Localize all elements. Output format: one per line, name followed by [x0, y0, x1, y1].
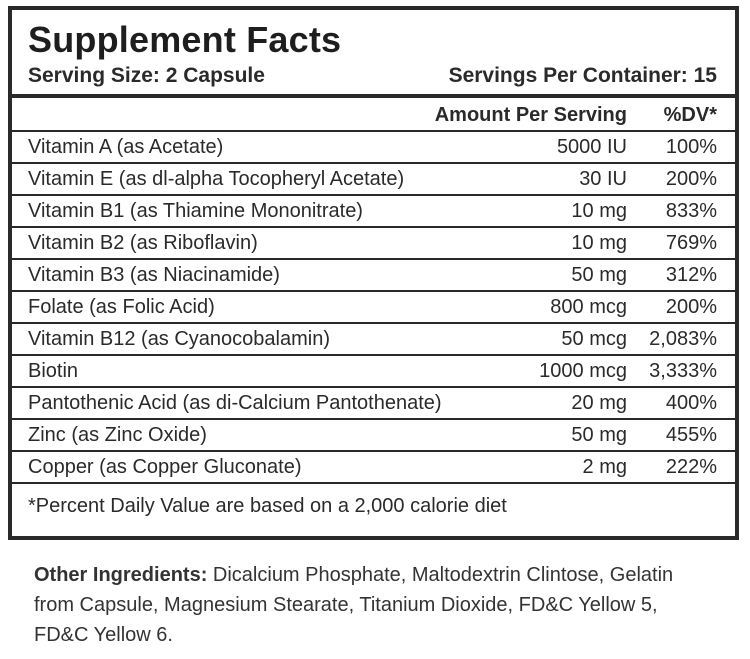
nutrient-row: Copper (as Copper Gluconate) 2 mg 222%	[12, 452, 735, 484]
nutrient-dv: 100%	[665, 135, 717, 158]
nutrient-row: Vitamin B2 (as Riboflavin) 10 mg 769%	[12, 228, 735, 260]
nutrient-row: Folate (as Folic Acid) 800 mcg 200%	[12, 292, 735, 324]
nutrient-row: Vitamin E (as dl-alpha Tocopheryl Acetat…	[12, 164, 735, 196]
nutrient-name: Copper (as Copper Gluconate)	[28, 455, 302, 478]
nutrient-dv: 833%	[665, 199, 717, 222]
nutrient-name: Vitamin B2 (as Riboflavin)	[28, 231, 258, 254]
other-ingredients-text: Dicalcium Phosphate, Maltodextrin Clinto…	[34, 564, 674, 646]
nutrient-row: Vitamin B1 (as Thiamine Mononitrate) 10 m…	[12, 196, 735, 228]
nutrient-dv: 3,333%	[649, 359, 717, 382]
nutrient-amount: 10 mg	[571, 199, 627, 222]
nutrient-dv: 312%	[665, 263, 717, 286]
nutrient-amount: 5000 IU	[556, 135, 627, 158]
supplement-facts-panel: Supplement Facts Serving Size: 2 Capsule…	[8, 6, 739, 540]
other-ingredients-label: Other Ingredients:	[34, 564, 208, 586]
header-divider	[12, 130, 735, 132]
nutrient-row: Vitamin B3 (as Niacinamide) 50 mg 312%	[12, 260, 735, 292]
dv-column-header: %DV*	[663, 104, 717, 126]
nutrient-name: Vitamin B12 (as Cyanocobalamin)	[28, 327, 331, 350]
amount-column-header: Amount Per Serving	[434, 104, 627, 126]
column-header-row: Amount Per Serving %DV*	[28, 98, 717, 130]
daily-value-footnote: *Percent Daily Value are based on a 2,00…	[28, 495, 507, 517]
nutrient-dv: 222%	[665, 455, 717, 478]
nutrient-list: Vitamin A (as Acetate) 5000 IU 100% Vitamin…	[12, 132, 735, 484]
nutrient-amount: 1000 mcg	[539, 359, 627, 382]
other-ingredients: Other Ingredients: Dicalcium Phosphate, …	[34, 560, 714, 650]
nutrient-amount: 20 mg	[571, 391, 627, 414]
nutrient-row: Biotin 1000 mcg 3,333%	[12, 356, 735, 388]
nutrient-name: Vitamin B3 (as Niacinamide)	[28, 263, 280, 286]
servings-per-container: Servings Per Container: 15	[448, 64, 717, 87]
nutrient-row: Vitamin B12 (as Cyanocobalamin) 50 mcg 2,0…	[12, 324, 735, 356]
nutrient-row: Vitamin A (as Acetate) 5000 IU 100%	[12, 132, 735, 164]
nutrient-amount: 30 IU	[579, 167, 627, 190]
nutrient-amount: 800 mcg	[550, 295, 627, 318]
serving-size: Serving Size: 2 Capsule	[28, 64, 265, 87]
nutrient-dv: 400%	[665, 391, 717, 414]
nutrient-name: Biotin	[28, 359, 79, 382]
nutrient-name: Pantothenic Acid (as di-Calcium Pantothe…	[28, 391, 442, 414]
nutrient-dv: 200%	[665, 167, 717, 190]
nutrient-dv: 455%	[665, 423, 717, 446]
thick-divider	[12, 94, 735, 98]
panel-title: Supplement Facts	[28, 19, 342, 60]
nutrient-amount: 10 mg	[571, 231, 627, 254]
nutrient-dv: 200%	[665, 295, 717, 318]
nutrient-name: Vitamin B1 (as Thiamine Mononitrate)	[28, 199, 363, 222]
serving-info: Serving Size: 2 Capsule Servings Per Con…	[28, 62, 717, 90]
nutrient-name: Vitamin A (as Acetate)	[28, 135, 224, 158]
nutrient-amount: 50 mg	[571, 263, 627, 286]
nutrient-name: Folate (as Folic Acid)	[28, 295, 215, 318]
nutrient-amount: 2 mg	[582, 455, 627, 478]
nutrient-dv: 2,083%	[649, 327, 717, 350]
nutrient-row: Zinc (as Zinc Oxide) 50 mg 455%	[12, 420, 735, 452]
nutrient-amount: 50 mcg	[561, 327, 627, 350]
nutrient-amount: 50 mg	[571, 423, 627, 446]
nutrient-row: Pantothenic Acid (as di-Calcium Pantothe…	[12, 388, 735, 420]
nutrient-dv: 769%	[665, 231, 717, 254]
nutrient-name: Vitamin E (as dl-alpha Tocopheryl Acetat…	[28, 167, 405, 190]
nutrient-name: Zinc (as Zinc Oxide)	[28, 423, 207, 446]
